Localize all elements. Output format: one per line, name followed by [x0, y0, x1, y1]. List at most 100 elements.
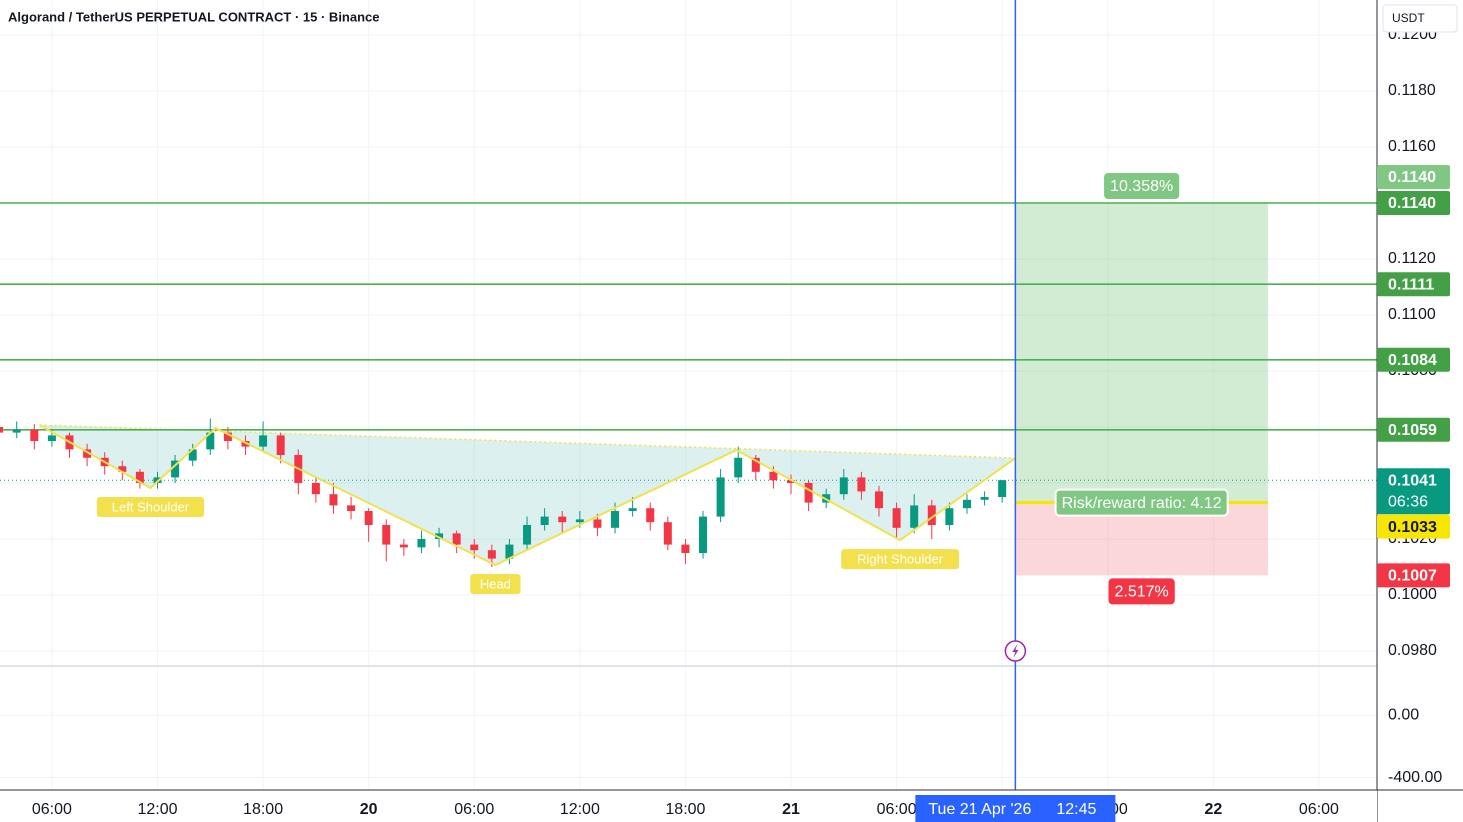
last-price-tag: 0.1041 — [1388, 472, 1437, 489]
candle-body — [223, 432, 232, 441]
candle-body — [927, 505, 936, 525]
level-price-tag-bg — [1377, 272, 1450, 297]
pattern-label-bg — [470, 574, 521, 595]
crosshair-date: Tue 21 Apr '26 — [928, 801, 1031, 818]
candle-body — [523, 525, 532, 545]
candle-body — [787, 480, 796, 483]
crosshair-time: 12:45 — [1056, 801, 1096, 818]
candle-body — [769, 471, 778, 481]
x-tick-label: 06:00 — [32, 801, 72, 818]
candle-body — [364, 511, 373, 525]
candle-body — [417, 539, 426, 548]
stop-price-tag: 0.1007 — [1388, 568, 1437, 585]
x-tick-label: 06:00 — [877, 801, 917, 818]
candle-body — [699, 516, 708, 553]
x-tick-label: 21 — [782, 801, 800, 818]
candle-body — [347, 505, 356, 511]
candle-body — [558, 516, 567, 523]
candle-body — [716, 477, 725, 517]
candle-body — [804, 483, 813, 503]
level-price-tag-bg — [1377, 417, 1450, 442]
currency: USDT — [1392, 11, 1425, 25]
pattern-label: Left Shoulder — [112, 499, 190, 514]
countdown: 06:36 — [1388, 493, 1428, 510]
candle-body — [839, 477, 848, 495]
price-axis-bg — [1377, 0, 1463, 790]
level-price-tag: 0.1084 — [1388, 352, 1437, 369]
entry-price-tag: 0.1033 — [1388, 519, 1437, 536]
candle-body — [30, 429, 39, 441]
y-tick-label: 0.1120 — [1388, 250, 1436, 267]
grid — [0, 0, 1377, 790]
candle-body — [311, 483, 320, 495]
x-tick-label: 12:00 — [137, 801, 177, 818]
y-tick-label: 0.1180 — [1388, 82, 1436, 99]
last-price-tag-bg — [1377, 468, 1450, 515]
candle-body — [611, 511, 620, 528]
candle-body — [0, 427, 4, 433]
candle-body — [857, 477, 866, 492]
candle-body — [892, 508, 901, 528]
time-axis-bg — [0, 790, 1377, 822]
candle-body — [910, 505, 919, 528]
y-tick-label: 0.0980 — [1388, 642, 1437, 659]
candle-body — [734, 457, 743, 478]
x-tick-label: 06:00 — [1299, 801, 1339, 818]
candle-body — [399, 544, 408, 548]
candle-body — [276, 435, 285, 455]
candle-body — [206, 432, 215, 450]
crosshair-time-bg — [915, 795, 1116, 822]
candle-body — [962, 499, 971, 509]
x-tick-label: 22 — [1204, 801, 1222, 818]
candle-body — [118, 466, 127, 472]
candle-body — [681, 544, 690, 553]
candle-body — [980, 497, 989, 500]
level-price-tag: 0.1140 — [1388, 195, 1436, 212]
indicator-tick-label: -400.00 — [1388, 769, 1442, 786]
candle-body — [47, 435, 56, 441]
stop-price-tag-bg — [1377, 563, 1450, 588]
entry-price-tag-bg — [1377, 514, 1450, 539]
stop-percent: 2.517% — [1115, 584, 1169, 601]
candle-body — [435, 533, 444, 539]
level-price-tag-bg — [1377, 191, 1450, 215]
candle-body — [998, 480, 1007, 497]
candle-body — [575, 519, 584, 523]
candle-body — [663, 522, 672, 545]
profit-zone — [1015, 203, 1268, 503]
plot: Left Shoulder Head Right Shoulder 10.358% 2.… — [0, 0, 1377, 790]
currency-box[interactable] — [1382, 4, 1458, 33]
pattern-area — [39, 425, 1016, 566]
pattern-label: Right Shoulder — [857, 552, 944, 567]
candle-body — [540, 516, 549, 525]
x-tick-label: 12:00 — [560, 801, 600, 818]
risk-reward-bg — [1054, 488, 1229, 517]
candle-body — [382, 525, 391, 545]
alert-bolt — [1012, 644, 1019, 658]
indicator-tick-label: 0.00 — [1388, 706, 1419, 723]
candle-body — [12, 429, 21, 433]
target-percent-bg — [1104, 173, 1180, 199]
x-tick-label: 20 — [360, 801, 378, 818]
candle-body — [487, 550, 496, 559]
candle-body — [751, 457, 760, 472]
candle-body — [470, 544, 479, 551]
candle-body — [259, 435, 268, 447]
risk-reward: Risk/reward ratio: 4.12 — [1062, 495, 1222, 512]
level-price-tag: 0.1059 — [1388, 422, 1437, 439]
candle-body — [628, 508, 637, 511]
candle-body — [188, 449, 197, 461]
candle-body — [874, 491, 883, 509]
candle-body — [505, 544, 514, 559]
pattern-label-bg — [96, 497, 205, 518]
x-tick-label: 18:00 — [665, 801, 705, 818]
pattern-label: Head — [480, 576, 511, 591]
target-percent: 10.358% — [1110, 178, 1173, 195]
y-tick-label: 0.1000 — [1388, 586, 1437, 603]
y-tick-label: 0.1160 — [1388, 138, 1436, 155]
candle-body — [135, 471, 144, 483]
stop-percent-bg — [1108, 578, 1175, 605]
